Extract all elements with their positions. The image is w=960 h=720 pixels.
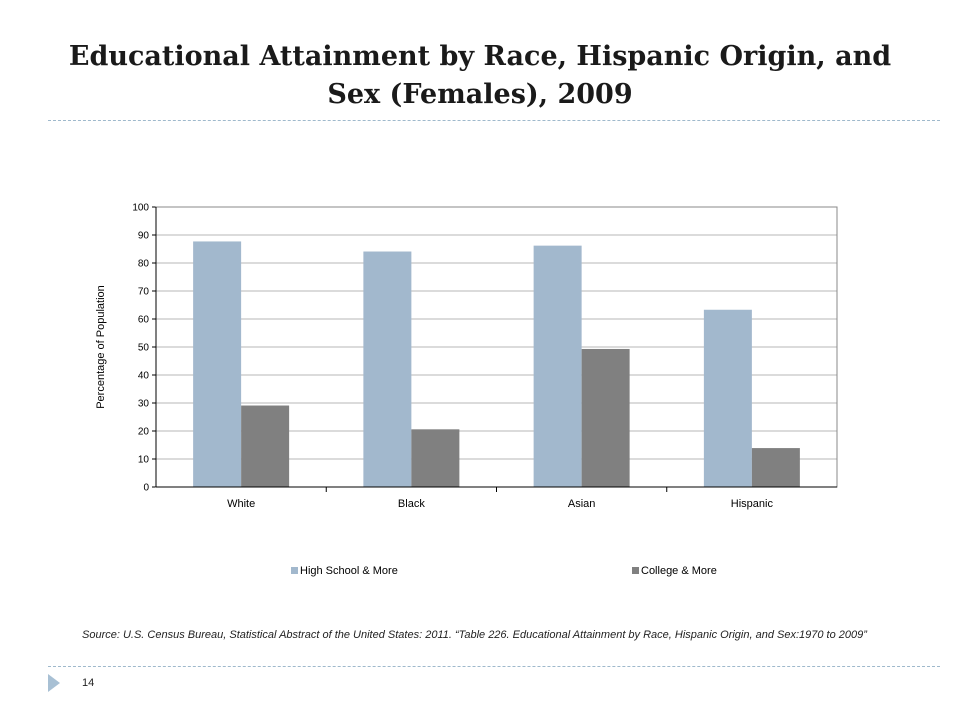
- y-tick-label: 0: [143, 483, 149, 494]
- x-tick-label: Asian: [568, 498, 596, 510]
- bar-chart: 0 10 20 30 40 50 60 70 80 90 100 White Black Asian His…: [95, 203, 838, 577]
- y-tick-label: 50: [138, 343, 150, 354]
- y-tick-label: 20: [138, 427, 150, 438]
- x-tick-label: Hispanic: [731, 498, 774, 510]
- legend-label: College & More: [641, 565, 717, 577]
- bar-college-hispanic: [751, 448, 800, 487]
- source-note: Source: U.S. Census Bureau, Statistical …: [82, 629, 867, 641]
- legend-swatch: [291, 567, 298, 574]
- bar-high-school-black: [363, 251, 412, 487]
- legend-label: High School & More: [300, 565, 398, 577]
- bar-high-school-hispanic: [703, 309, 752, 487]
- slide-title: Educational Attainment by Race, Hispanic…: [68, 41, 892, 110]
- corner-arrow-icon: [48, 674, 60, 692]
- bar-college-asian: [581, 348, 630, 487]
- bar-high-school-white: [193, 241, 242, 487]
- page-number: 14: [82, 677, 95, 689]
- y-tick-label: 10: [138, 455, 150, 466]
- y-tick-label: 30: [138, 399, 150, 410]
- bar-college-white: [241, 405, 290, 487]
- legend-swatch: [632, 567, 639, 574]
- footer-divider: [48, 666, 940, 667]
- y-tick-label: 100: [132, 203, 149, 214]
- bar-college-black: [411, 429, 460, 487]
- title-divider: [48, 120, 940, 121]
- y-axis-label: Percentage of Population: [95, 285, 107, 409]
- y-tick-label: 80: [138, 259, 150, 270]
- x-tick-label: Black: [398, 498, 425, 510]
- y-tick-label: 40: [138, 371, 150, 382]
- x-tick-label: White: [227, 498, 255, 510]
- y-tick-label: 70: [138, 287, 150, 298]
- y-tick-label: 90: [138, 231, 150, 242]
- bar-high-school-asian: [533, 245, 582, 487]
- y-tick-label: 60: [138, 315, 150, 326]
